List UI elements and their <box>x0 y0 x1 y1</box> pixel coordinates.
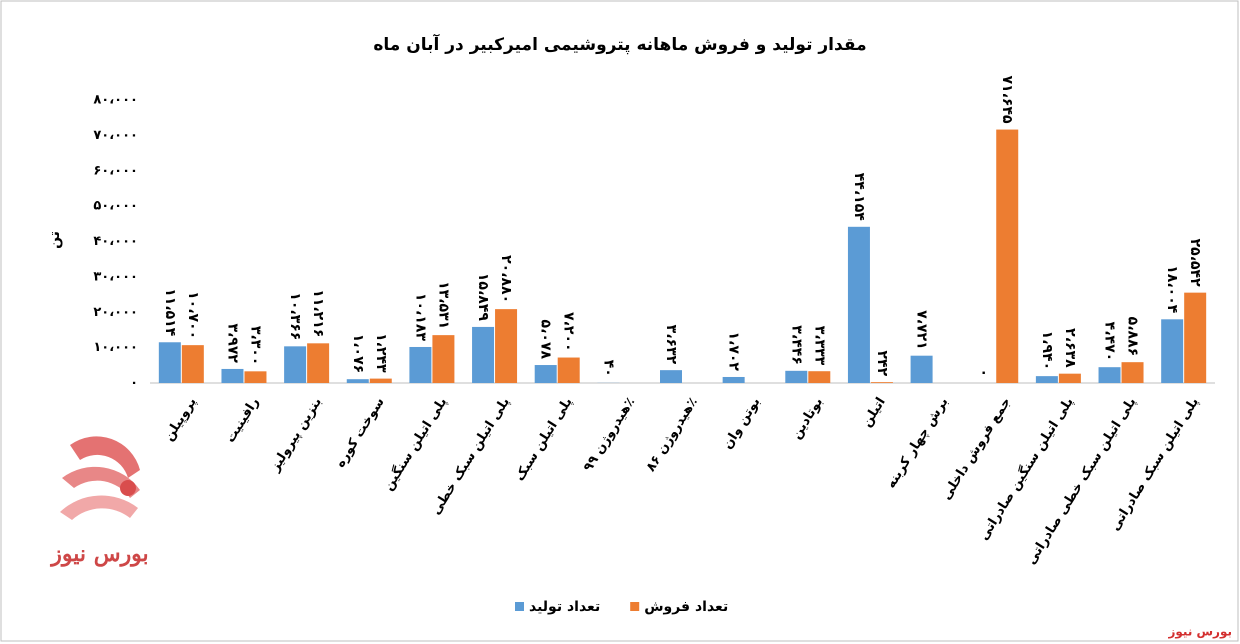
watermark: بورس نیوز <box>1167 625 1232 640</box>
bar <box>472 326 495 383</box>
bar <box>1121 362 1144 383</box>
bar <box>808 371 831 383</box>
data-label: ۱۳،۵۳۱ <box>435 281 451 329</box>
bar <box>722 376 745 383</box>
bar <box>221 368 244 383</box>
data-label: ۲۰،۸۸۰ <box>498 255 514 303</box>
y-axis-label: تن <box>47 231 63 249</box>
data-label: ۳،۶۳۲ <box>663 325 679 365</box>
data-label: ۱۱،۵۱۴ <box>162 288 178 336</box>
data-label: ۷۱،۶۴۵ <box>999 76 1015 124</box>
data-label: ۵،۰۷۸ <box>538 320 554 360</box>
chart-title: مقدار تولید و فروش ماهانه پتروشیمی امیرک… <box>373 33 866 55</box>
data-label: ۲۴۲ <box>874 351 890 377</box>
data-label: ۱۸،۰۰۴ <box>1164 265 1180 313</box>
data-label: ۲،۶۳۸ <box>1062 328 1078 368</box>
y-tick-label: ۰ <box>130 376 138 391</box>
legend-label: تعداد فروش <box>644 599 728 615</box>
bar <box>284 346 307 383</box>
bar <box>847 226 870 383</box>
data-label: ۱۰،۱۸۳ <box>412 293 428 341</box>
logo: بورس نیوز <box>49 436 149 567</box>
data-label: ۷،۷۲۱ <box>914 310 930 350</box>
legend-swatch <box>630 602 640 611</box>
data-label: ۰ <box>976 368 992 377</box>
data-label: ۴۰ <box>600 360 616 377</box>
logo-dot <box>120 480 136 496</box>
bar <box>534 365 557 383</box>
y-tick-label: ۶۰،۰۰۰ <box>93 163 138 178</box>
data-label: ۳،۹۷۲ <box>224 323 240 363</box>
data-label: ۱۰،۳۶۶ <box>287 292 303 340</box>
bar <box>1161 319 1184 383</box>
logo-arc <box>62 466 140 498</box>
bar <box>495 309 518 383</box>
bar <box>910 355 933 383</box>
y-tick-label: ۳۰،۰۰۰ <box>93 269 138 284</box>
bar <box>181 345 204 383</box>
bar <box>409 346 432 383</box>
data-label: ۷،۲۰۰ <box>561 312 577 352</box>
bar <box>369 378 392 383</box>
bar <box>158 342 181 383</box>
y-tick-label: ۱۰،۰۰۰ <box>93 340 138 355</box>
data-label: ۲۵،۵۴۲ <box>1187 239 1203 287</box>
bar <box>432 335 455 383</box>
data-label: ۳،۳۳۳ <box>811 326 827 366</box>
data-label: ۱۵،۸۴۹ <box>475 273 491 321</box>
bar <box>346 379 369 383</box>
data-label: ۴،۴۷۰ <box>1102 322 1118 362</box>
y-tick-label: ۲۰،۰۰۰ <box>93 305 138 320</box>
data-label: ۵،۸۸۶ <box>1125 317 1141 357</box>
data-label: ۱،۲۴۳ <box>373 333 389 373</box>
bar <box>870 382 893 383</box>
y-tick-label: ۷۰،۰۰۰ <box>93 128 138 143</box>
data-label: ۱،۹۴۰ <box>1039 331 1055 371</box>
data-label: ۳،۴۴۶ <box>788 325 804 365</box>
data-label: ۱۱،۲۱۶ <box>310 289 326 337</box>
data-label: ۱،۷۰۲ <box>726 331 742 371</box>
y-tick-label: ۴۰،۰۰۰ <box>93 234 138 249</box>
data-label: ۱۰،۷۰۰ <box>185 291 201 339</box>
bar <box>307 343 330 383</box>
logo-text: بورس نیوز <box>49 541 148 567</box>
bar <box>660 370 682 383</box>
data-label: ۱،۰۷۶ <box>350 334 366 374</box>
data-label: ۳،۳۰۰ <box>247 326 263 366</box>
bar <box>557 357 580 383</box>
legend-label: تعداد تولید <box>529 599 600 615</box>
legend-swatch <box>515 602 524 611</box>
bar <box>1184 292 1207 383</box>
logo-arc <box>60 495 138 520</box>
bar <box>996 129 1019 383</box>
bar <box>1058 373 1081 383</box>
y-tick-label: ۵۰،۰۰۰ <box>93 199 138 214</box>
bar <box>785 370 808 383</box>
bar <box>244 371 267 383</box>
bar <box>1098 367 1121 383</box>
y-tick-label: ۸۰،۰۰۰ <box>93 93 138 108</box>
logo-arc <box>70 436 140 478</box>
data-label: ۴۴،۱۵۴ <box>851 173 867 221</box>
bar <box>1035 376 1058 383</box>
